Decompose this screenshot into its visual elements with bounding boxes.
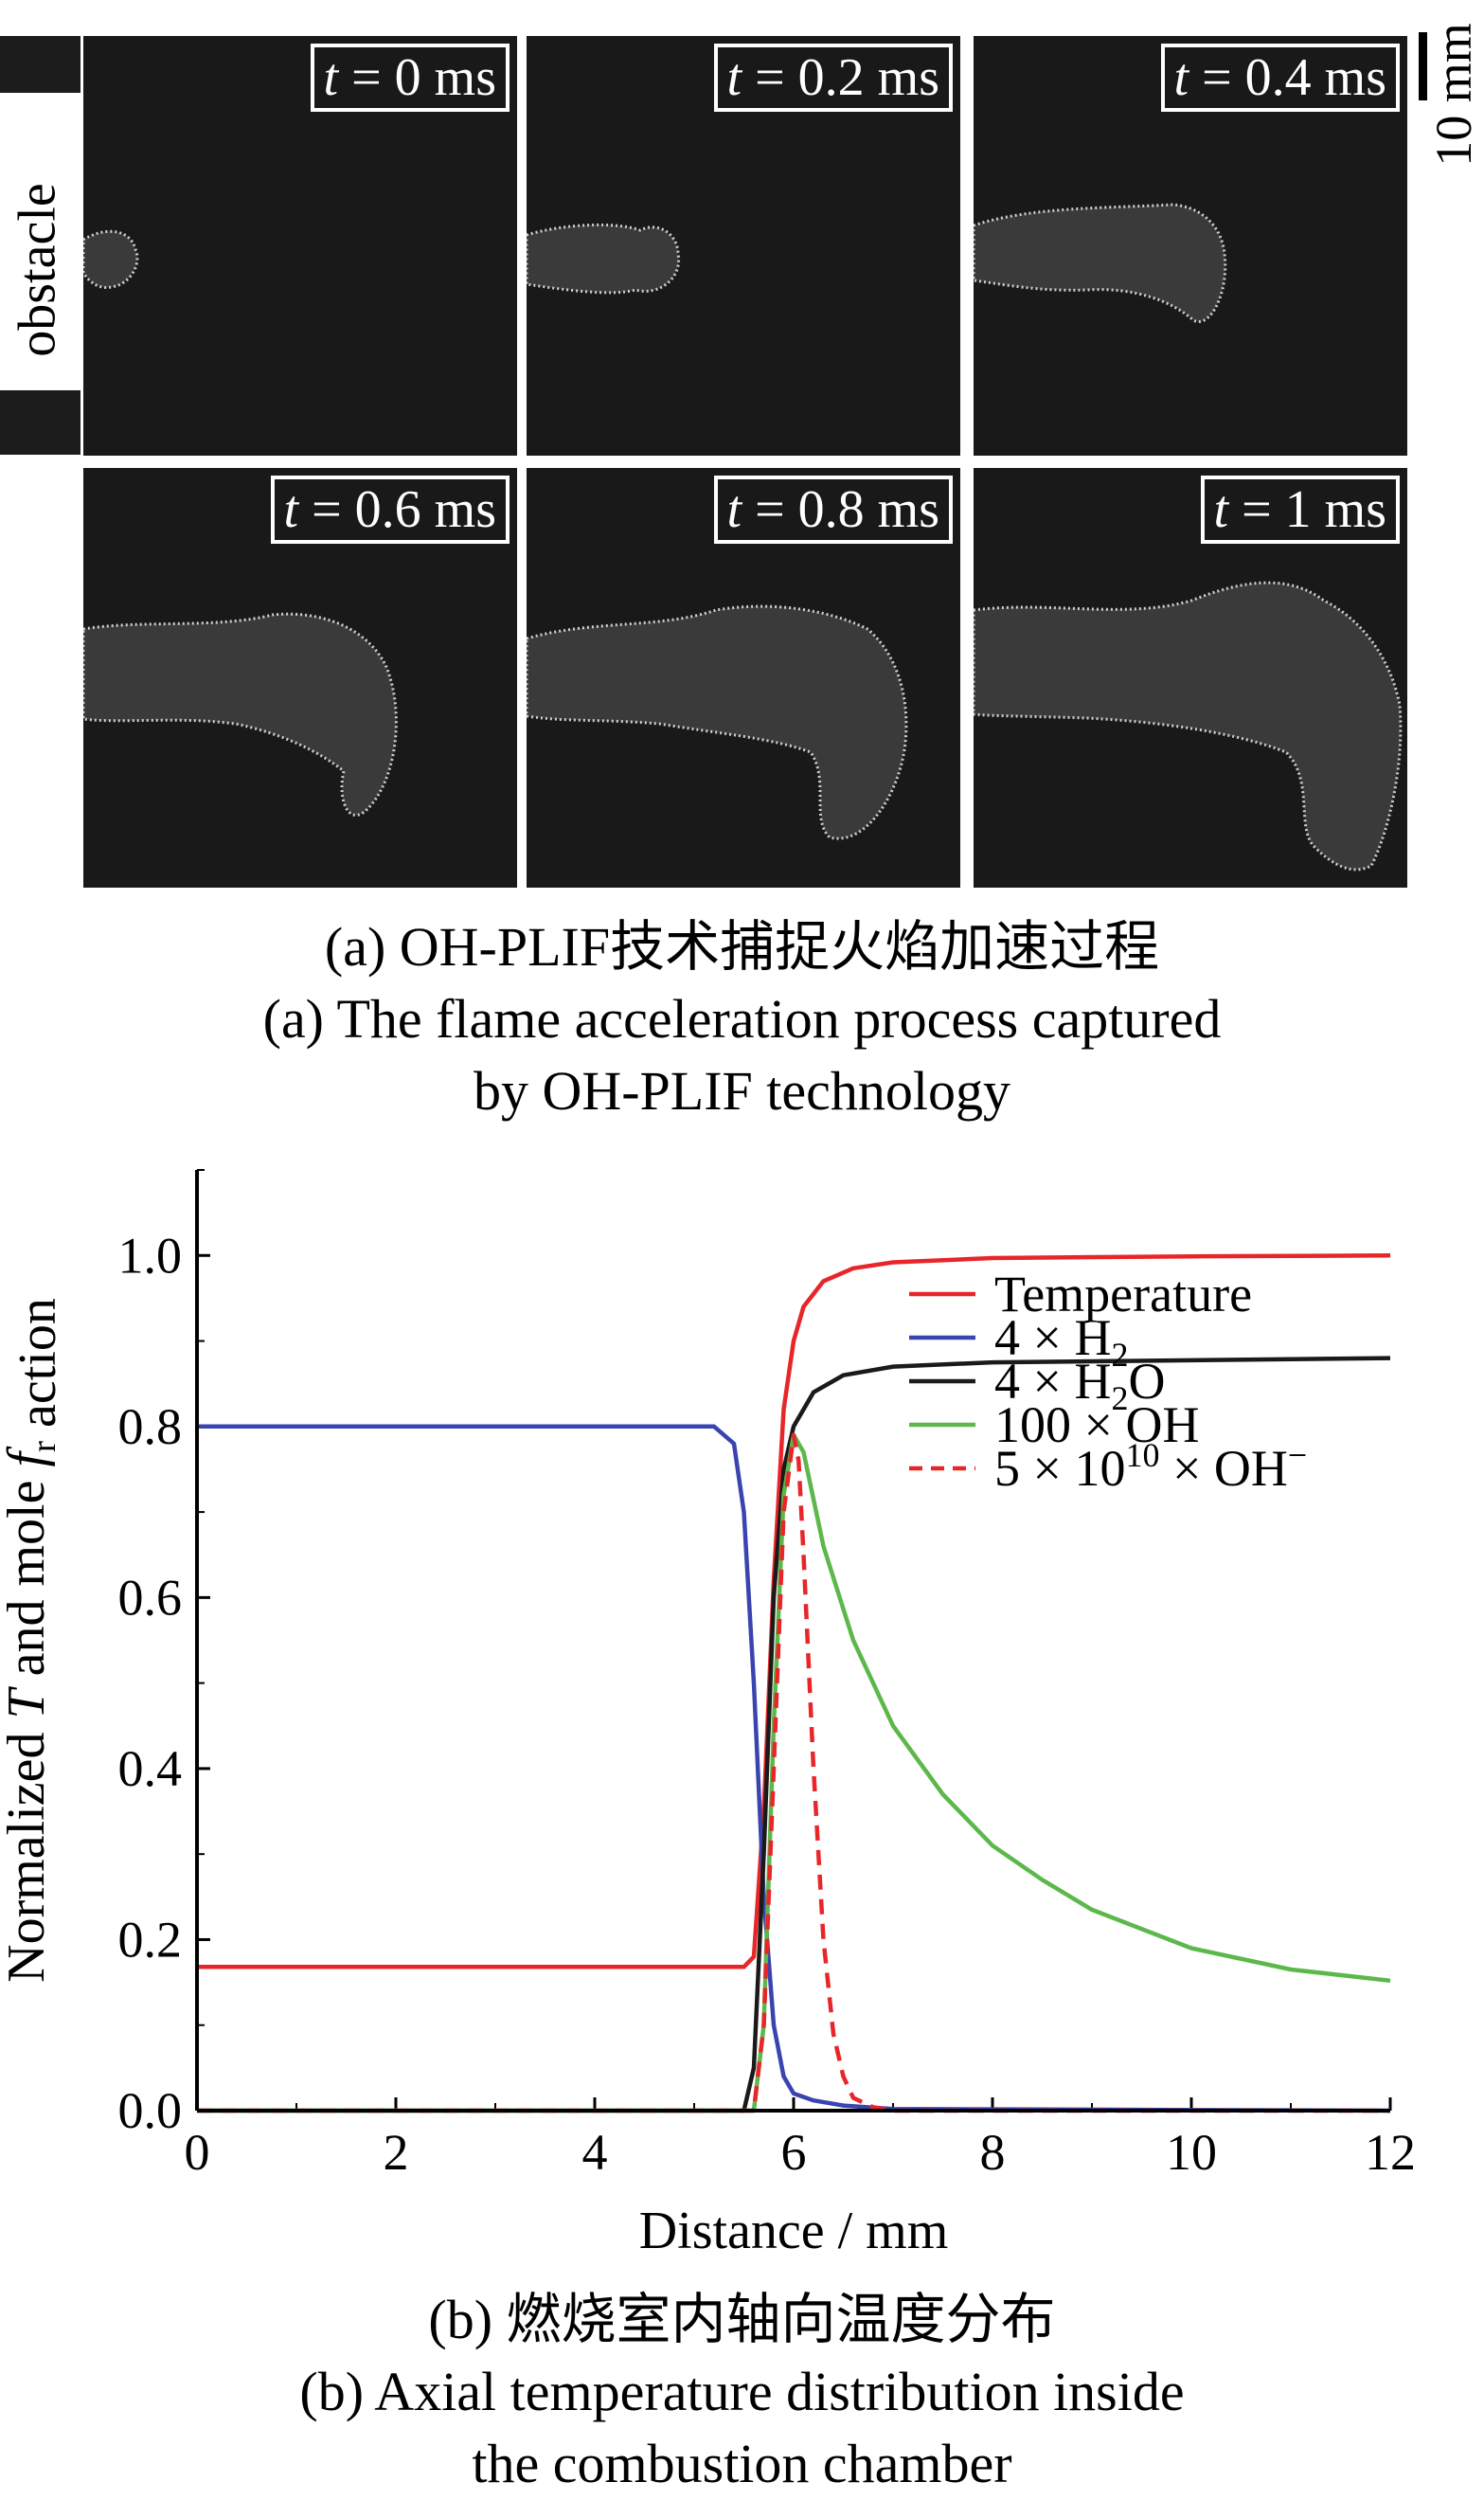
x-tick-label: 4 xyxy=(582,2124,608,2181)
x-tick-label: 10 xyxy=(1166,2124,1217,2181)
scale-bar xyxy=(1419,32,1427,100)
time-variable: t xyxy=(1213,480,1229,539)
flame-image xyxy=(974,581,1403,872)
flame-front xyxy=(974,203,1227,324)
y-axis-title-part: Normalized xyxy=(0,1719,56,1983)
y-axis-title-part: and mole xyxy=(0,1467,56,1690)
y-axis-title-part: action xyxy=(9,1298,67,1441)
x-tick-label: 6 xyxy=(781,2124,807,2181)
time-value: = 0.4 ms xyxy=(1189,48,1386,107)
plif-frame: t = 0.2 ms xyxy=(527,36,960,456)
y-tick-label: 0.4 xyxy=(118,1740,183,1797)
x-tick-label: 0 xyxy=(185,2124,210,2181)
plif-frame: t = 1 ms xyxy=(974,468,1407,888)
scale-label: 10 mm xyxy=(1425,23,1483,167)
legend-label-part: − xyxy=(1288,1436,1307,1474)
flame-image xyxy=(527,604,908,840)
time-label: t = 0.2 ms xyxy=(713,44,953,112)
legend-label: 5 × 1010 × OH− xyxy=(994,1436,1307,1497)
x-tick-label: 12 xyxy=(1365,2124,1416,2181)
y-tick-label: 0.0 xyxy=(118,2082,183,2139)
flame-image xyxy=(83,612,398,817)
legend-label-part: × OH xyxy=(1159,1440,1287,1497)
caption-a-en-line1: (a) The flame acceleration process captu… xyxy=(262,988,1222,1050)
flame-image xyxy=(527,223,681,295)
caption-a-cn: (a) OH-PLIF技术捕捉火焰加速过程 xyxy=(324,916,1160,978)
y-axis-title: Normalized T and mole fr action xyxy=(0,1298,67,1983)
series-line-1 xyxy=(197,1424,1391,2113)
time-variable: t xyxy=(1173,48,1189,107)
legend-label-part: Temperature xyxy=(994,1266,1252,1322)
legend-label-part: 2 xyxy=(1111,1379,1128,1417)
legend-label-part: 10 xyxy=(1125,1436,1159,1474)
x-axis-title: Distance / mm xyxy=(639,2202,949,2260)
time-label: t = 0.6 ms xyxy=(270,476,510,544)
y-tick-label: 0.2 xyxy=(118,1911,183,1968)
plif-frame: t = 0.8 ms xyxy=(527,468,960,888)
legend-label-part: 4 × H xyxy=(994,1309,1111,1366)
caption-a-en-line2: by OH-PLIF technology xyxy=(473,1060,1011,1122)
legend-label-part: 4 × H xyxy=(994,1353,1111,1410)
time-value: = 0 ms xyxy=(338,48,496,107)
plif-frame: t = 0 ms xyxy=(83,36,517,456)
time-value: = 0.8 ms xyxy=(742,480,939,539)
legend-label-part: 2 xyxy=(1111,1336,1128,1374)
axial-profile-chart: 0 2 4 6 8 10 120.00.20.40.60.81.0 Temperature4… xyxy=(0,1169,1416,2260)
time-label: t = 0.4 ms xyxy=(1160,44,1400,112)
caption-b-en-line1: (b) Axial temperature distribution insid… xyxy=(299,2361,1185,2422)
time-value: = 0.2 ms xyxy=(742,48,939,107)
time-value: = 1 ms xyxy=(1228,480,1386,539)
obstacle-block-bottom xyxy=(0,390,80,455)
x-tick-label: 8 xyxy=(980,2124,1006,2181)
caption-b-en-line2: the combustion chamber xyxy=(472,2433,1012,2494)
y-axis-title-part: r xyxy=(25,1441,63,1452)
y-tick-label: 0.8 xyxy=(118,1398,183,1455)
time-variable: t xyxy=(726,480,742,539)
legend-label-part: 100 × OH xyxy=(994,1396,1199,1453)
series-line-4 xyxy=(197,1432,1390,2113)
obstacle-block-top xyxy=(0,36,80,93)
time-label: t = 1 ms xyxy=(1200,476,1400,544)
y-axis-title-part: T xyxy=(0,1686,56,1719)
time-label: t = 0.8 ms xyxy=(713,476,953,544)
time-label: t = 0 ms xyxy=(310,44,510,112)
caption-b-cn: (b) 燃烧室内轴向温度分布 xyxy=(428,2289,1056,2350)
time-variable: t xyxy=(726,48,742,107)
flame-image xyxy=(974,203,1227,324)
y-tick-label: 0.6 xyxy=(118,1569,183,1626)
series-line-0 xyxy=(197,1253,1391,1969)
flame-front xyxy=(83,612,398,817)
flame-front xyxy=(83,229,139,290)
legend-label: 100 × OH xyxy=(994,1396,1199,1453)
flame-front xyxy=(527,604,908,840)
time-variable: t xyxy=(323,48,339,107)
time-value: = 0.6 ms xyxy=(298,480,496,539)
legend-label: 4 × H2O xyxy=(994,1353,1165,1417)
flame-image xyxy=(83,229,139,290)
flame-front xyxy=(974,581,1403,872)
legend-label: Temperature xyxy=(994,1266,1252,1322)
y-tick-label: 1.0 xyxy=(118,1227,183,1284)
series-line-2 xyxy=(197,1356,1391,2113)
legend-label-part: 5 × 10 xyxy=(994,1440,1125,1497)
time-variable: t xyxy=(283,480,299,539)
x-tick-label: 2 xyxy=(384,2124,409,2181)
series-line-3 xyxy=(197,1432,1391,2113)
legend-label: 4 × H2 xyxy=(994,1309,1128,1374)
plif-frame: t = 0.6 ms xyxy=(83,468,517,888)
flame-front xyxy=(527,223,681,295)
plif-frame: t = 0.4 ms xyxy=(974,36,1407,456)
obstacle-label: obstacle xyxy=(9,183,68,357)
legend-label-part: O xyxy=(1128,1353,1165,1410)
